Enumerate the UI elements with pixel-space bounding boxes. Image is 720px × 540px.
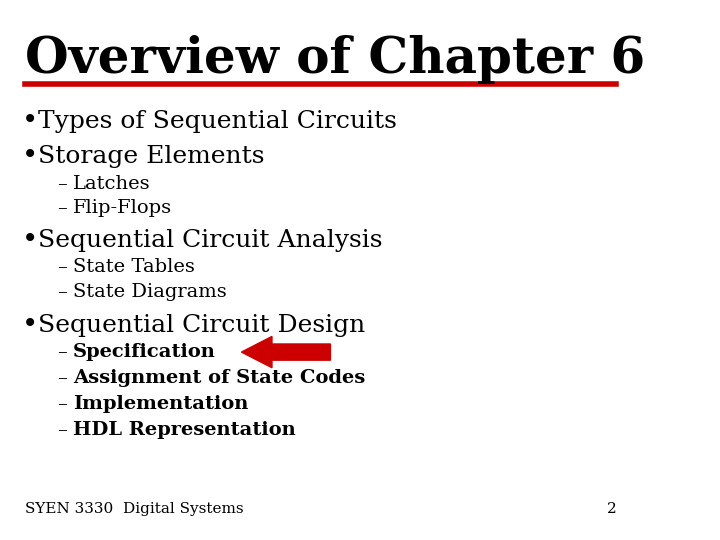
- FancyArrow shape: [241, 336, 330, 368]
- Text: –: –: [57, 282, 67, 301]
- Text: Sequential Circuit Analysis: Sequential Circuit Analysis: [38, 229, 382, 252]
- Text: –: –: [57, 395, 67, 413]
- Text: 2: 2: [607, 502, 616, 516]
- Text: –: –: [57, 343, 67, 361]
- Text: Specification: Specification: [73, 343, 216, 361]
- Text: Storage Elements: Storage Elements: [38, 145, 265, 168]
- Text: Assignment of State Codes: Assignment of State Codes: [73, 369, 365, 387]
- Text: Sequential Circuit Design: Sequential Circuit Design: [38, 314, 365, 336]
- Text: HDL Representation: HDL Representation: [73, 421, 296, 439]
- Text: Flip-Flops: Flip-Flops: [73, 199, 172, 217]
- Text: Implementation: Implementation: [73, 395, 248, 413]
- Text: Overview of Chapter 6: Overview of Chapter 6: [25, 35, 646, 84]
- Text: •: •: [22, 143, 38, 170]
- Text: •: •: [22, 108, 38, 135]
- Text: SYEN 3330  Digital Systems: SYEN 3330 Digital Systems: [25, 502, 244, 516]
- Text: Latches: Latches: [73, 174, 150, 193]
- Text: State Tables: State Tables: [73, 258, 195, 276]
- Text: –: –: [57, 174, 67, 193]
- Text: –: –: [57, 199, 67, 217]
- Text: –: –: [57, 421, 67, 439]
- Text: –: –: [57, 258, 67, 276]
- Text: Types of Sequential Circuits: Types of Sequential Circuits: [38, 110, 397, 133]
- Text: State Diagrams: State Diagrams: [73, 282, 227, 301]
- Text: –: –: [57, 369, 67, 387]
- Text: •: •: [22, 227, 38, 254]
- Text: •: •: [22, 312, 38, 339]
